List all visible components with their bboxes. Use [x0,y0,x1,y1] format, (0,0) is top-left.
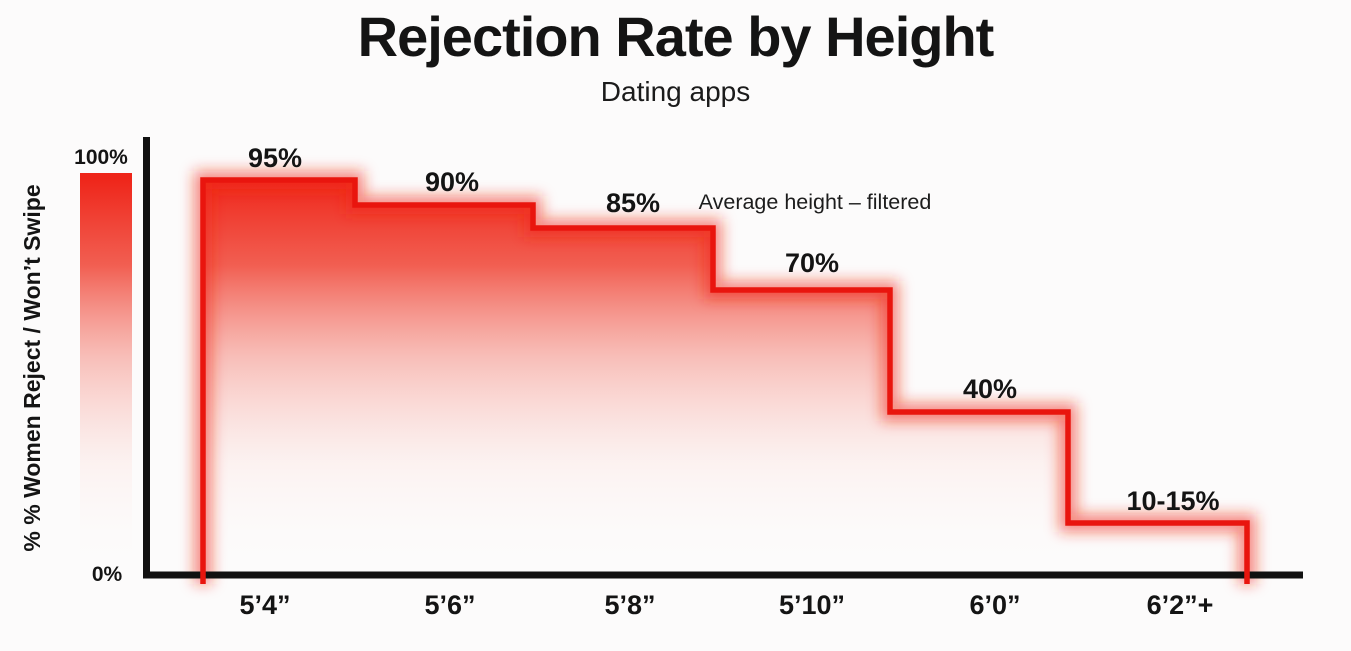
value-label-5-10: 70% [785,248,839,278]
annotation-average-height: Average height – filtered [699,190,932,214]
value-label-6-0: 40% [963,374,1017,404]
step-line [200,177,1250,584]
step-area-fill [203,180,1247,575]
y-max-label: 100% [74,146,128,169]
x-tick-6-0: 6’0” [969,590,1020,620]
x-tick-5-8: 5’8” [604,590,655,620]
value-label-6-2: 10-15% [1126,486,1219,516]
x-tick-5-6: 5’6” [424,590,475,620]
y-min-label: 0% [92,563,123,586]
axis-lines [143,137,1303,579]
x-tick-5-10: 5’10” [779,590,845,620]
value-label-5-6: 90% [425,167,479,197]
y-axis-label: % % Women Reject / Won’t Swipe [19,184,45,551]
color-scale-bar [80,173,132,572]
value-label-5-4: 95% [248,143,302,173]
x-tick-6-2: 6’2”+ [1147,590,1214,620]
chart-title: Rejection Rate by Height [357,5,995,68]
x-tick-5-4: 5’4” [239,590,290,620]
chart-subtitle: Dating apps [600,76,751,107]
value-label-5-8: 85% [606,188,660,218]
